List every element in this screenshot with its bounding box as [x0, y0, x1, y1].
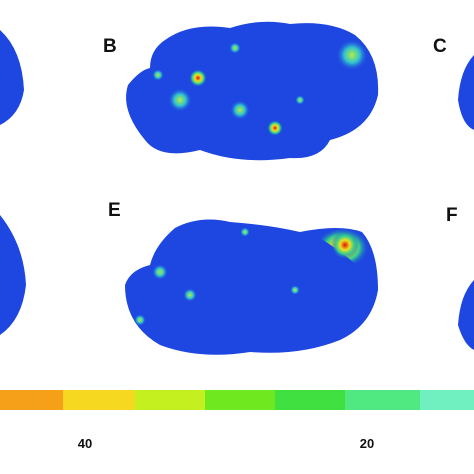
- shape-d-edge: [0, 215, 26, 335]
- panel-label: B: [103, 36, 117, 57]
- shape-b: [126, 21, 379, 161]
- shape-c-edge: [458, 55, 474, 130]
- panel-label: F: [446, 205, 458, 226]
- shape-e: [125, 219, 378, 355]
- shape-f-edge: [458, 280, 474, 350]
- panel-label: E: [108, 200, 121, 221]
- colorbar-label: 20: [360, 436, 374, 451]
- panel-label: C: [433, 36, 447, 57]
- shape-a-edge: [0, 30, 24, 125]
- colorbar: [0, 390, 474, 410]
- colorbar-label: 40: [78, 436, 92, 451]
